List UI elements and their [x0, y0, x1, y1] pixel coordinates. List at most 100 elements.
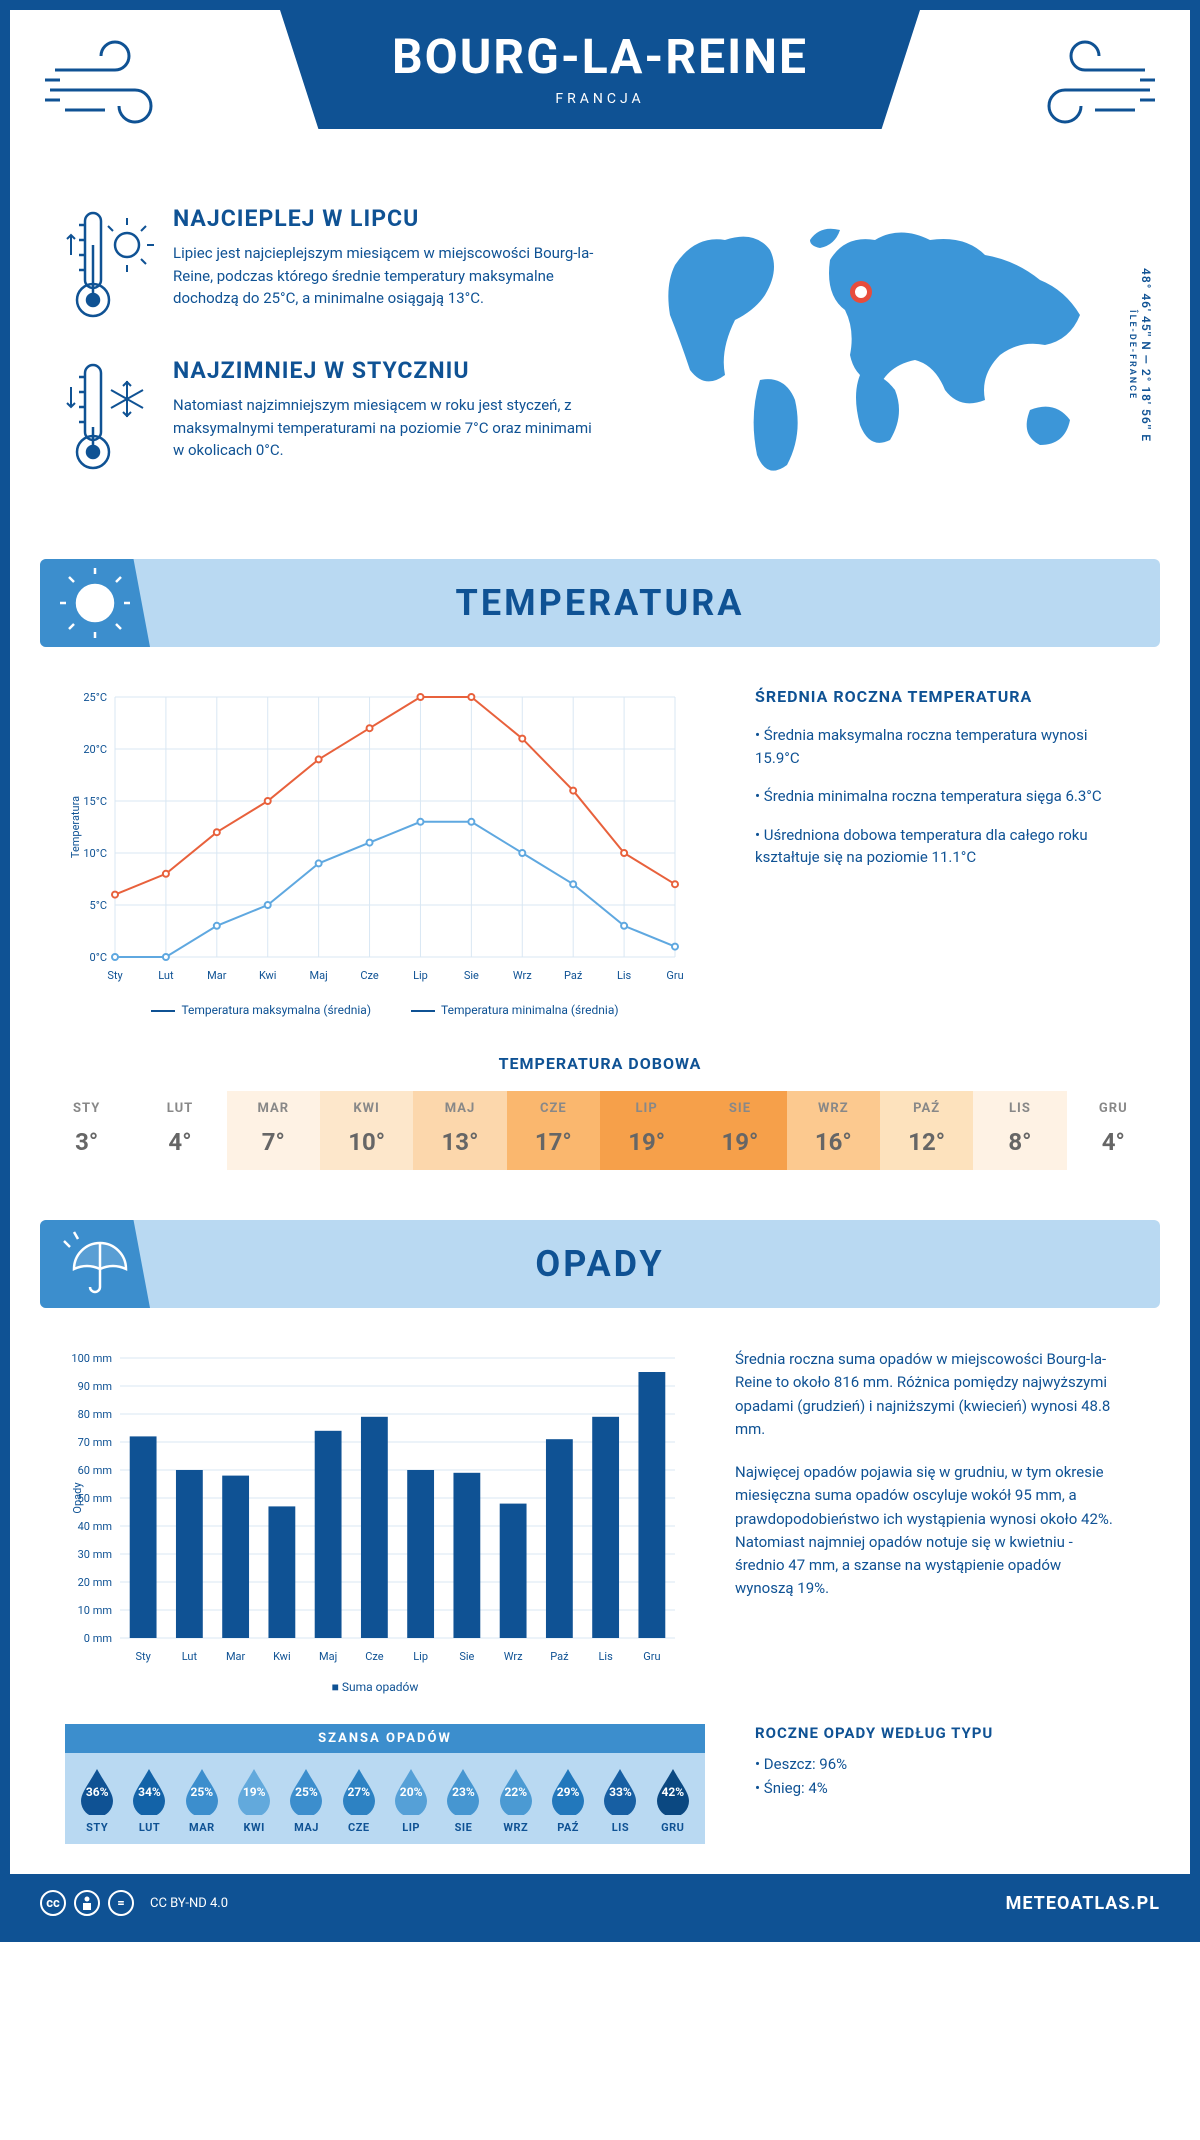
city-title: BOURG-LA-REINE [280, 28, 920, 85]
temperature-section-header: TEMPERATURA [40, 559, 1160, 647]
svg-text:Lis: Lis [598, 1650, 613, 1663]
svg-text:10 mm: 10 mm [78, 1604, 112, 1617]
map-column: 48° 46' 45'' N — 2° 18' 56'' E ÎLE-DE-FR… [635, 205, 1135, 509]
raindrop-icon: 33% [601, 1767, 639, 1815]
header: BOURG-LA-REINE FRANCJA [10, 10, 1190, 165]
thermometer-snow-icon [65, 357, 155, 477]
daily-cell: WRZ16° [787, 1091, 880, 1170]
chance-cell: 23% SIE [437, 1767, 489, 1834]
legend-max: Temperatura maksymalna (średnia) [151, 1003, 371, 1017]
daily-value: 13° [413, 1128, 506, 1156]
temp-stat-1: • Średnia maksymalna roczna temperatura … [755, 724, 1135, 769]
chance-value: 29% [557, 1785, 580, 1799]
raindrop-icon: 27% [340, 1767, 378, 1815]
precip-chart-wrap: 0 mm10 mm20 mm30 mm40 mm50 mm60 mm70 mm8… [65, 1348, 685, 1694]
daily-cell: STY3° [40, 1091, 133, 1170]
coordinates-label: 48° 46' 45'' N — 2° 18' 56'' E ÎLE-DE-FR… [1125, 235, 1153, 475]
daily-value: 19° [693, 1128, 786, 1156]
svg-text:Lis: Lis [617, 969, 632, 982]
map-pin-icon [850, 281, 872, 303]
chance-value: 33% [609, 1785, 632, 1799]
svg-text:Lut: Lut [182, 1650, 198, 1663]
chance-value: 23% [452, 1785, 475, 1799]
precip-body: 0 mm10 mm20 mm30 mm40 mm50 mm60 mm70 mm8… [10, 1308, 1190, 1704]
chance-value: 34% [138, 1785, 161, 1799]
daily-month: GRU [1067, 1101, 1160, 1116]
license-text: CC BY-ND 4.0 [150, 1896, 228, 1911]
daily-cell: LUT4° [133, 1091, 226, 1170]
chance-month: LIS [594, 1821, 646, 1834]
precip-title: OPADY [40, 1243, 1160, 1285]
license-group: cc = CC BY-ND 4.0 [40, 1890, 228, 1916]
temp-stats-title: ŚREDNIA ROCZNA TEMPERATURA [755, 687, 1135, 706]
svg-text:25°C: 25°C [83, 691, 107, 704]
daily-value: 3° [40, 1128, 133, 1156]
svg-text:Sty: Sty [107, 969, 123, 982]
daily-value: 17° [507, 1128, 600, 1156]
chance-box: SZANSA OPADÓW 36% STY 34% LUT 25% MAR 19… [65, 1724, 705, 1844]
raindrop-icon: 34% [130, 1767, 168, 1815]
raindrop-icon: 23% [444, 1767, 482, 1815]
precip-para-2: Najwięcej opadów pojawia się w grudniu, … [735, 1461, 1115, 1601]
svg-text:30 mm: 30 mm [78, 1548, 112, 1561]
raindrop-icon: 36% [78, 1767, 116, 1815]
daily-month: PAŹ [880, 1101, 973, 1116]
chance-value: 27% [347, 1785, 370, 1799]
svg-text:Lut: Lut [158, 969, 174, 982]
chance-cell: 20% LIP [385, 1767, 437, 1834]
legend-min: Temperatura minimalna (średnia) [411, 1003, 619, 1017]
temperature-body: 0°C5°C10°C15°C20°C25°CStyLutMarKwiMajCze… [10, 647, 1190, 1042]
chance-cell: 33% LIS [594, 1767, 646, 1834]
svg-text:70 mm: 70 mm [78, 1436, 112, 1449]
raindrop-icon: 19% [235, 1767, 273, 1815]
daily-month: MAR [227, 1101, 320, 1116]
svg-text:5°C: 5°C [90, 899, 107, 912]
raindrop-icon: 25% [287, 1767, 325, 1815]
chance-month: GRU [647, 1821, 699, 1834]
daily-month: CZE [507, 1101, 600, 1116]
chance-month: CZE [333, 1821, 385, 1834]
hot-fact: NAJCIEPLEJ W LIPCU Lipiec jest najcieple… [65, 205, 605, 325]
svg-text:100 mm: 100 mm [71, 1352, 112, 1365]
chance-month: LIP [385, 1821, 437, 1834]
svg-text:Paź: Paź [550, 1650, 569, 1663]
daily-cell: MAJ13° [413, 1091, 506, 1170]
region-label: ÎLE-DE-FRANCE [1127, 310, 1137, 400]
svg-text:Kwi: Kwi [259, 969, 277, 982]
precip-legend: Suma opadów [65, 1680, 685, 1694]
wind-icon [1015, 40, 1155, 130]
temperature-title: TEMPERATURA [40, 582, 1160, 624]
daily-month: SIE [693, 1101, 786, 1116]
temperature-line-chart: 0°C5°C10°C15°C20°C25°CStyLutMarKwiMajCze… [65, 687, 685, 987]
chance-month: WRZ [490, 1821, 542, 1834]
chance-value: 42% [661, 1785, 684, 1799]
daily-value: 12° [880, 1128, 973, 1156]
svg-text:20°C: 20°C [83, 743, 107, 756]
svg-text:Cze: Cze [365, 1650, 384, 1663]
by-icon [74, 1890, 100, 1916]
daily-cell: MAR7° [227, 1091, 320, 1170]
chance-value: 20% [400, 1785, 423, 1799]
precip-section-header: OPADY [40, 1220, 1160, 1308]
site-name: METEOATLAS.PL [1006, 1893, 1160, 1914]
svg-text:90 mm: 90 mm [78, 1380, 112, 1393]
chance-row: SZANSA OPADÓW 36% STY 34% LUT 25% MAR 19… [65, 1724, 1135, 1844]
intro-section: NAJCIEPLEJ W LIPCU Lipiec jest najcieple… [10, 165, 1190, 559]
hot-fact-title: NAJCIEPLEJ W LIPCU [173, 205, 605, 232]
raindrop-icon: 20% [392, 1767, 430, 1815]
svg-text:Lip: Lip [413, 969, 428, 982]
raindrop-icon: 42% [654, 1767, 692, 1815]
chance-cell: 27% CZE [333, 1767, 385, 1834]
chance-cell: 25% MAR [176, 1767, 228, 1834]
raindrop-icon: 25% [183, 1767, 221, 1815]
daily-value: 8° [973, 1128, 1066, 1156]
thermometer-sun-icon [65, 205, 155, 325]
nd-icon: = [108, 1890, 134, 1916]
daily-value: 16° [787, 1128, 880, 1156]
chance-cell: 25% MAJ [280, 1767, 332, 1834]
chance-title: SZANSA OPADÓW [65, 1724, 705, 1753]
footer: cc = CC BY-ND 4.0 METEOATLAS.PL [10, 1874, 1190, 1932]
svg-text:Mar: Mar [226, 1650, 246, 1663]
daily-cell: SIE 19° [693, 1091, 786, 1170]
daily-month: KWI [320, 1101, 413, 1116]
